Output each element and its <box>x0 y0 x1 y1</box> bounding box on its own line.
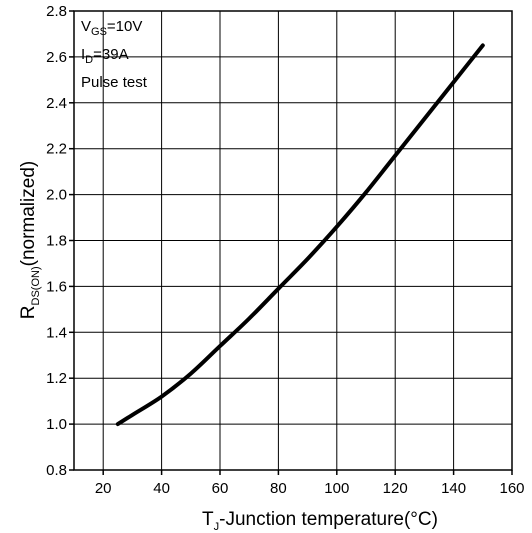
x-tick-label: 160 <box>499 480 524 497</box>
y-tick-label: 2.2 <box>46 141 67 158</box>
y-tick-label: 2.6 <box>46 49 67 66</box>
y-tick-label: 1.4 <box>46 324 67 341</box>
x-tick-label: 80 <box>270 480 287 497</box>
y-tick-label: 2.4 <box>46 95 67 112</box>
y-tick-label: 0.8 <box>46 462 67 479</box>
x-tick-label: 60 <box>212 480 229 497</box>
y-tick-label: 1.8 <box>46 233 67 250</box>
x-tick-label: 20 <box>95 480 112 497</box>
y-tick-labels: 0.8 1.0 1.2 1.4 1.6 1.8 2.0 2.2 2.4 2.6 2.8 <box>46 3 67 479</box>
x-tick-label: 40 <box>153 480 170 497</box>
tick-marks <box>69 10 513 475</box>
y-tick-label: 1.2 <box>46 370 67 387</box>
annotation-pulse-test: Pulse test <box>81 74 148 91</box>
x-tick-label: 140 <box>441 480 466 497</box>
y-axis-title: RDS(ON)(normalized) <box>18 161 42 319</box>
y-tick-label: 1.0 <box>46 416 67 433</box>
annotation-vgs: VGS=10V <box>81 18 142 38</box>
x-axis-title: TJ-Junction temperature(°C) <box>202 509 438 533</box>
y-tick-label: 2.8 <box>46 3 67 20</box>
series-line <box>115 43 485 427</box>
annotation-id: ID=39A <box>81 46 129 66</box>
x-tick-label: 100 <box>324 480 349 497</box>
grid-lines <box>74 11 512 470</box>
y-tick-label: 1.6 <box>46 278 67 295</box>
y-tick-label: 2.0 <box>46 187 67 204</box>
x-tick-label: 120 <box>383 480 408 497</box>
x-tick-labels: 20 40 60 80 100 120 140 160 <box>95 480 525 497</box>
